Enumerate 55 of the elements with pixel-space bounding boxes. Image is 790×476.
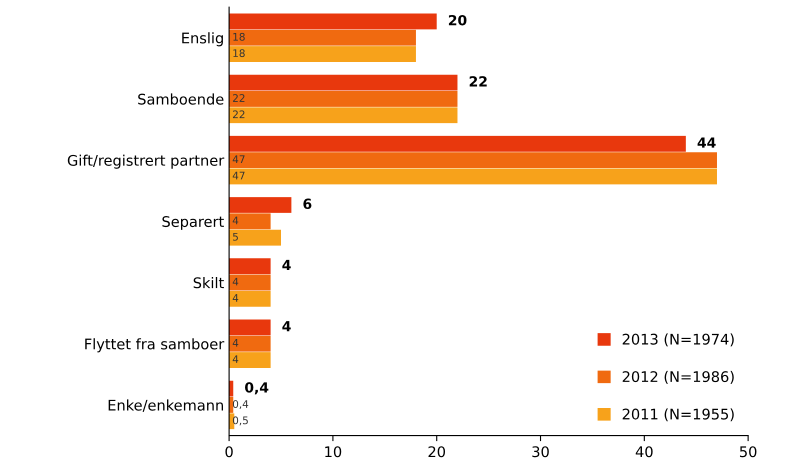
bar <box>229 107 458 124</box>
data-label: 22 <box>470 76 487 86</box>
bar <box>229 30 416 46</box>
y-tick-label: Enke/enkemann <box>108 399 223 412</box>
y-tick-label: Skilt <box>194 277 224 288</box>
legend-label: 2012 (N=1986) <box>622 370 734 384</box>
bar <box>229 136 686 152</box>
data-label: 18 <box>233 32 245 41</box>
y-tick-label: Enslig <box>182 32 223 46</box>
data-label: 5 <box>233 232 238 241</box>
data-label: 4 <box>232 294 238 302</box>
legend-label: 2013 (N=1974) <box>622 333 734 346</box>
y-tick-label: Flyttet fra samboer <box>85 338 224 352</box>
x-tick-label: 10 <box>325 446 342 458</box>
data-label: 47 <box>232 155 245 164</box>
data-label: 4 <box>282 260 291 270</box>
y-tick-label: Gift/registrert partner <box>68 154 224 169</box>
data-label: 4 <box>232 355 238 363</box>
bar <box>229 74 458 91</box>
bar <box>229 46 416 62</box>
y-tick-label: Separert <box>162 216 224 230</box>
x-tick-label: 20 <box>428 446 446 458</box>
bar <box>229 213 271 230</box>
data-label: 6 <box>303 198 312 210</box>
data-label: 4 <box>232 278 238 286</box>
data-label: 44 <box>698 138 716 148</box>
bar <box>229 152 717 168</box>
data-label: 18 <box>233 49 245 58</box>
data-label: 4 <box>232 339 238 347</box>
y-tick-label: Samboende <box>138 93 224 105</box>
x-tick-label: 0 <box>225 446 233 458</box>
x-tick-label: 40 <box>636 446 653 458</box>
bar <box>229 230 282 246</box>
legend-label: 2011 (N=1955) <box>622 408 734 422</box>
data-label: 22 <box>232 110 244 118</box>
x-tick-label: 50 <box>740 446 756 458</box>
bar <box>229 197 292 213</box>
bar <box>229 14 437 30</box>
data-label: 22 <box>232 94 244 102</box>
bar <box>229 380 234 397</box>
bar <box>229 336 271 352</box>
bar <box>229 352 271 368</box>
bar <box>229 397 234 413</box>
bar <box>229 91 458 107</box>
data-label: 47 <box>232 172 245 180</box>
x-tick-label: 30 <box>532 446 549 458</box>
data-label: 4 <box>282 321 291 332</box>
data-label: 0,4 <box>245 382 268 394</box>
bar <box>229 274 271 290</box>
data-label: 20 <box>448 14 466 26</box>
data-label: 4 <box>232 216 238 224</box>
bar <box>229 290 271 307</box>
bar <box>229 258 271 274</box>
bar <box>229 320 271 336</box>
bar <box>229 168 717 184</box>
